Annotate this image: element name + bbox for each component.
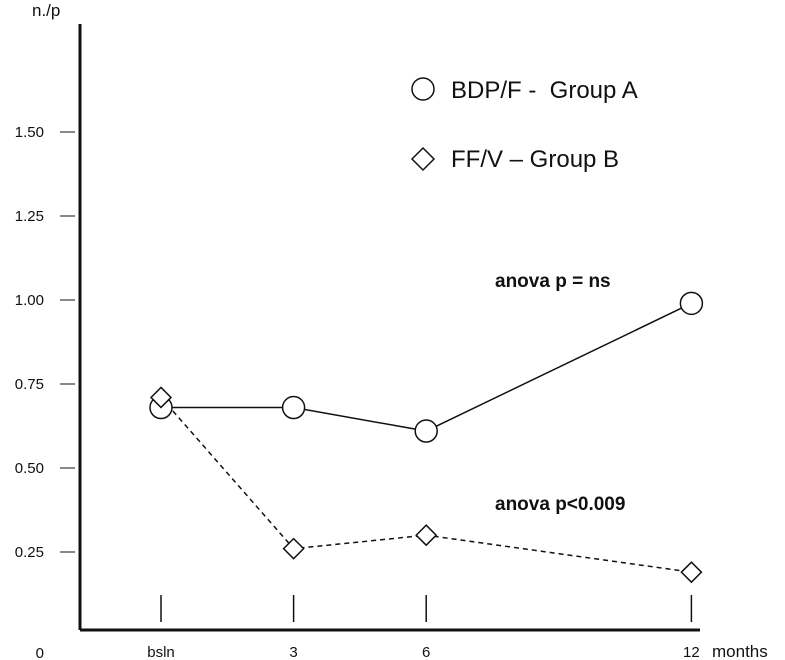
legend-label-group-a: BDP/F - Group A — [451, 77, 638, 104]
x-tick-label: 6 — [422, 644, 430, 660]
data-point-group-b — [282, 537, 305, 560]
legend-circle-marker — [411, 77, 435, 101]
series-layer — [149, 291, 704, 584]
y-tick-label: 0.75 — [15, 376, 44, 393]
y-tick-label: 1.25 — [15, 208, 44, 225]
legend: BDP/F - Group A FF/V – Group B — [410, 77, 638, 173]
data-point-group-b — [149, 386, 173, 409]
annotation-group-a: anova p = ns — [495, 271, 611, 292]
y-ticks: 0 0.25 0.50 0.75 1.00 1.25 1.50 — [15, 124, 75, 660]
legend-label-group-b: FF/V – Group B — [451, 146, 619, 173]
x-axis-unit-label: months — [712, 642, 768, 660]
x-tick-label: 12 — [683, 644, 700, 660]
data-point-group-a — [414, 419, 438, 443]
series-line-group-a — [161, 302, 692, 432]
series-line-group-b — [160, 396, 692, 573]
y-tick-label: 0.25 — [15, 544, 44, 561]
y-tick-label: 1.00 — [15, 292, 44, 309]
legend-diamond-marker — [410, 146, 436, 172]
data-point-group-a — [281, 395, 306, 420]
data-point-group-a — [679, 291, 704, 316]
x-tick-label: 3 — [289, 644, 297, 660]
y-axis-unit-label: n./p — [32, 1, 60, 20]
x-ticks: bsln 3 6 12 — [147, 595, 700, 660]
y-tick-label: 0.50 — [15, 460, 44, 477]
y-tick-label: 0 — [36, 645, 44, 660]
annotation-group-b: anova p<0.009 — [495, 494, 625, 515]
data-point-group-b — [415, 524, 438, 547]
y-tick-label: 1.50 — [15, 124, 44, 141]
x-tick-label: bsln — [147, 644, 175, 660]
data-point-group-b — [680, 561, 703, 584]
